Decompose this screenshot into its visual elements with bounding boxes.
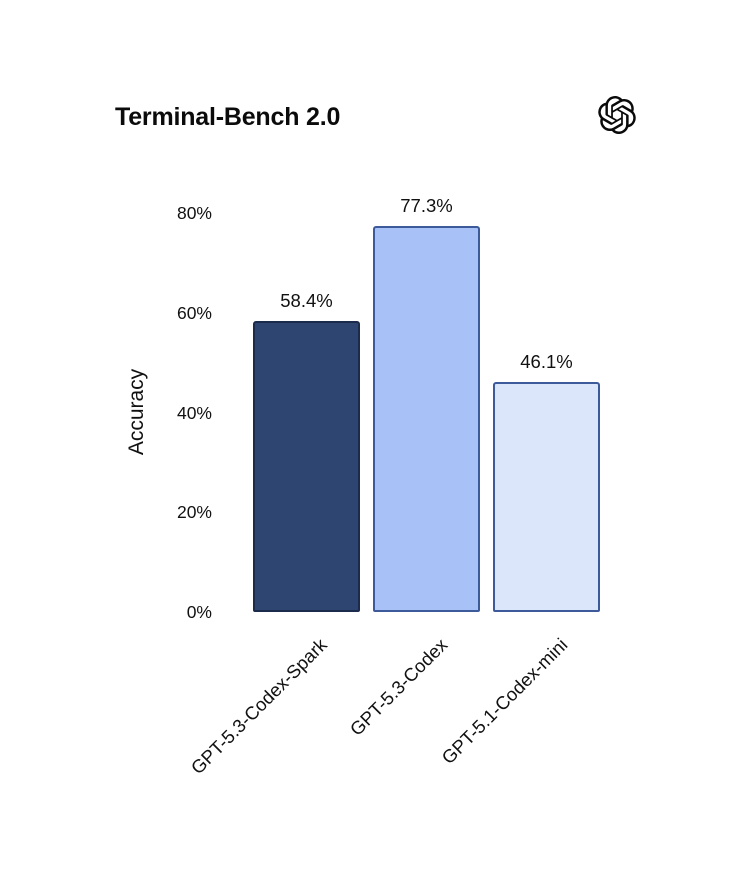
bar-gpt-5.1-codex-mini (493, 382, 600, 612)
bar-gpt-5.3-codex (373, 226, 480, 612)
y-tick-label: 80% (176, 203, 212, 223)
x-tick-label: GPT-5.1-Codex-mini (437, 634, 572, 769)
y-tick-label: 60% (176, 302, 212, 323)
chart-title: Terminal-Bench 2.0 (115, 103, 341, 131)
bar-value-label: 46.1% (520, 351, 573, 373)
y-tick-label: 20% (176, 502, 212, 523)
bar-value-label: 77.3% (400, 195, 453, 217)
y-tick-label: 40% (176, 402, 212, 423)
y-tick-label: 0% (186, 602, 212, 622)
y-axis-title: Accuracy (125, 368, 148, 456)
x-tick-label: GPT-5.3-Codex (345, 634, 452, 740)
bar-value-label: 58.4% (280, 289, 333, 311)
openai-logo-icon (598, 96, 636, 134)
x-tick-label: GPT-5.3-Codex-Spark (187, 634, 332, 779)
bar-gpt-5.3-codex-spark (253, 320, 360, 612)
